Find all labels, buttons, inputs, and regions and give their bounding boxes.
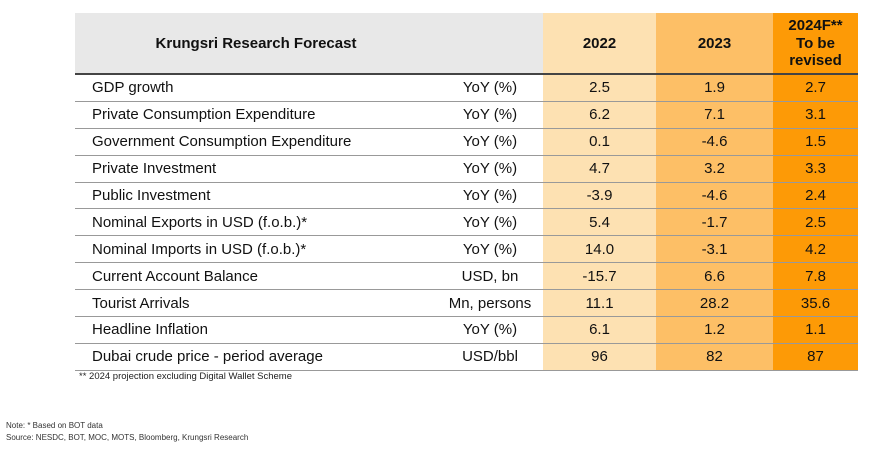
- value-2024: 87: [773, 343, 858, 371]
- value-2023: 7.1: [656, 101, 773, 129]
- row-label: Government Consumption Expenditure: [75, 128, 437, 156]
- value-2024: 7.8: [773, 262, 858, 291]
- row-unit: USD, bn: [437, 262, 543, 291]
- row-label: Tourist Arrivals: [75, 289, 437, 318]
- row-label: Private Investment: [75, 155, 437, 183]
- value-2024: 2.7: [773, 74, 858, 102]
- source-text: Source: NESDC, BOT, MOC, MOTS, Bloomberg…: [6, 433, 249, 442]
- row-unit: YoY (%): [437, 235, 543, 264]
- value-2023: 1.2: [656, 316, 773, 344]
- value-2023: -4.6: [656, 182, 773, 210]
- row-unit: USD/bbl: [437, 343, 543, 371]
- value-2024: 3.3: [773, 155, 858, 183]
- value-2022: 6.2: [543, 101, 656, 129]
- row-unit: YoY (%): [437, 182, 543, 210]
- row-label: Public Investment: [75, 182, 437, 210]
- value-2024: 35.6: [773, 289, 858, 318]
- value-2022: 5.4: [543, 208, 656, 237]
- row-unit: YoY (%): [437, 155, 543, 183]
- value-2022: 0.1: [543, 128, 656, 156]
- table-row: Nominal Imports in USD (f.o.b.)* YoY (%) 1…: [75, 235, 858, 264]
- value-2024: 2.4: [773, 182, 858, 210]
- row-label: Nominal Exports in USD (f.o.b.)*: [75, 208, 437, 237]
- value-2023: 6.6: [656, 262, 773, 291]
- year-2023-header: 2023: [656, 13, 773, 75]
- value-2023: -4.6: [656, 128, 773, 156]
- value-2022: 96: [543, 343, 656, 371]
- row-label: Private Consumption Expenditure: [75, 101, 437, 129]
- row-label: Headline Inflation: [75, 316, 437, 344]
- value-2022: 11.1: [543, 289, 656, 318]
- value-2024: 2.5: [773, 208, 858, 237]
- table-row: Public Investment YoY (%) -3.9 -4.6 2.4: [75, 182, 858, 210]
- row-unit: YoY (%): [437, 101, 543, 129]
- table-row: Government Consumption Expenditure YoY (%…: [75, 128, 858, 156]
- table-row: Tourist Arrivals Mn, persons 11.1 28.2 35.6: [75, 289, 858, 318]
- footnote: ** 2024 projection excluding Digital Wal…: [79, 371, 292, 382]
- row-unit: YoY (%): [437, 74, 543, 102]
- row-label: GDP growth: [75, 74, 437, 102]
- value-2023: 82: [656, 343, 773, 371]
- value-2022: -15.7: [543, 262, 656, 291]
- value-2022: 4.7: [543, 155, 656, 183]
- year-2024-header: 2024F** To be revised: [773, 13, 858, 75]
- year-2022-header: 2022: [543, 13, 656, 75]
- value-2023: 1.9: [656, 74, 773, 102]
- forecast-table: Krungsri Research Forecast 2022 2023 202…: [75, 13, 858, 371]
- value-2023: -1.7: [656, 208, 773, 237]
- value-2024: 4.2: [773, 235, 858, 264]
- table-row: Headline Inflation YoY (%) 6.1 1.2 1.1: [75, 316, 858, 344]
- row-label: Nominal Imports in USD (f.o.b.)*: [75, 235, 437, 264]
- value-2022: -3.9: [543, 182, 656, 210]
- value-2022: 6.1: [543, 316, 656, 344]
- table-row: Dubai crude price - period average USD/bb…: [75, 343, 858, 371]
- to-be-revised-label: To be revised: [789, 35, 842, 69]
- value-2023: 3.2: [656, 155, 773, 183]
- table-title: Krungsri Research Forecast: [75, 13, 437, 75]
- notes: Note: * Based on BOT data Source: NESDC,…: [6, 420, 248, 444]
- value-2024: 1.5: [773, 128, 858, 156]
- row-unit: YoY (%): [437, 316, 543, 344]
- unit-header: [437, 13, 543, 75]
- table-row: GDP growth YoY (%) 2.5 1.9 2.7: [75, 74, 858, 102]
- year-2024-label: 2024F**: [788, 17, 843, 34]
- table-row: Private Consumption Expenditure YoY (%) 6.…: [75, 101, 858, 129]
- row-label: Current Account Balance: [75, 262, 437, 291]
- row-unit: Mn, persons: [437, 289, 543, 318]
- value-2022: 14.0: [543, 235, 656, 264]
- row-unit: YoY (%): [437, 208, 543, 237]
- table-row: Private Investment YoY (%) 4.7 3.2 3.3: [75, 155, 858, 183]
- table-row: Nominal Exports in USD (f.o.b.)* YoY (%) 5…: [75, 208, 858, 237]
- value-2023: 28.2: [656, 289, 773, 318]
- value-2023: -3.1: [656, 235, 773, 264]
- row-label: Dubai crude price - period average: [75, 343, 437, 371]
- value-2024: 3.1: [773, 101, 858, 129]
- value-2024: 1.1: [773, 316, 858, 344]
- value-2022: 2.5: [543, 74, 656, 102]
- header-row: Krungsri Research Forecast 2022 2023 202…: [75, 13, 858, 75]
- note-text: Note: * Based on BOT data: [6, 421, 103, 430]
- table-row: Current Account Balance USD, bn -15.7 6.6 7.…: [75, 262, 858, 291]
- row-unit: YoY (%): [437, 128, 543, 156]
